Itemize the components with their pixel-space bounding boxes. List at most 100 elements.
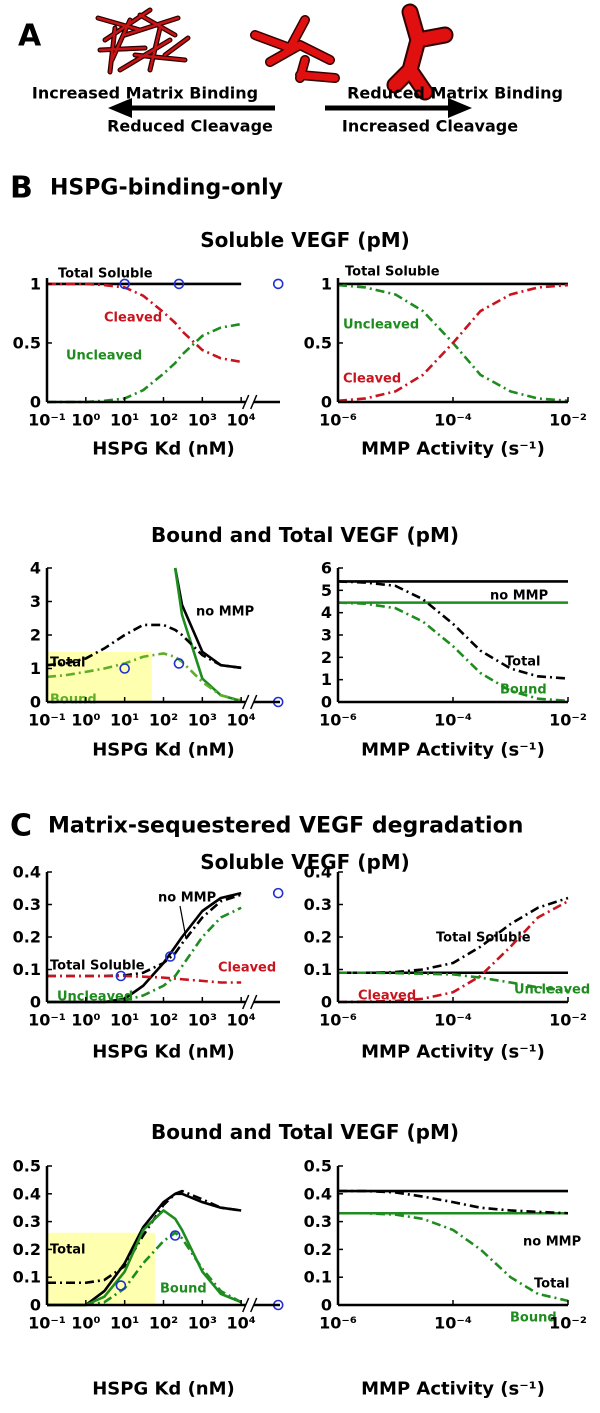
row-title: Bound and Total VEGF (pM) (151, 523, 459, 547)
x-axis-label: HSPG Kd (nM) (92, 740, 235, 761)
series-line (338, 1211, 569, 1303)
series-line (337, 283, 569, 403)
y-tick-label: 0.3 (13, 895, 41, 914)
x-tick-label: 10⁻⁴ (434, 411, 472, 430)
y-tick-label: 0 (321, 393, 332, 412)
x-tick-label: 10⁻⁶ (319, 711, 357, 730)
x-tick-label: 10⁴ (227, 1314, 256, 1333)
x-tick-label: 10³ (188, 1011, 217, 1030)
x-tick-label: 10⁻¹ (28, 711, 66, 730)
x-axis-label: MMP Activity (s⁻¹) (361, 439, 545, 460)
medium-fibers (250, 15, 340, 83)
y-tick-label: 2 (30, 626, 41, 645)
series-line (337, 900, 569, 1004)
x-tick-label: 10³ (188, 411, 217, 430)
x-tick-label: 10² (149, 411, 178, 430)
y-tick-label: 0.2 (13, 1240, 41, 1259)
x-tick-label: 10⁻² (549, 411, 587, 430)
panel-label: C (10, 809, 32, 844)
y-tick-label: 0 (321, 1296, 332, 1315)
y-tick-label: 0.2 (13, 928, 41, 947)
arrow-label: Reduced Cleavage (107, 117, 273, 136)
series-label: no MMP (490, 589, 548, 604)
y-tick-label: 0 (30, 693, 41, 712)
y-tick-label: 0 (30, 993, 41, 1012)
y-tick-label: 1 (30, 274, 41, 293)
y-tick-label: 0.4 (304, 1184, 332, 1203)
dense-fibers (95, 7, 191, 75)
y-tick-label: 5 (321, 581, 332, 600)
y-tick-label: 0.3 (13, 1212, 41, 1231)
x-axis-label: HSPG Kd (nM) (92, 1042, 235, 1063)
y-tick-label: 6 (321, 559, 332, 578)
series-label: Total (50, 656, 86, 671)
y-tick-label: 0.2 (304, 1240, 332, 1259)
axis-break-gap (245, 1301, 254, 1309)
y-tick-label: 4 (30, 559, 41, 578)
series-line (337, 580, 569, 680)
y-tick-label: 0.4 (13, 1184, 41, 1203)
series-line (338, 1189, 569, 1215)
series-label: Total (505, 655, 541, 670)
y-tick-label: 0.3 (304, 1212, 332, 1231)
y-tick-label: 0.5 (13, 333, 41, 352)
axis-break-mark (250, 394, 258, 410)
y-tick-label: 0.1 (13, 960, 41, 979)
axis-break-mark (242, 994, 250, 1010)
y-tick-label: 3 (321, 626, 332, 645)
x-tick-label: 10² (149, 1011, 178, 1030)
x-tick-label: 10⁰ (71, 1314, 100, 1333)
x-axis-label: MMP Activity (s⁻¹) (361, 1379, 545, 1400)
series-line (47, 974, 242, 984)
series-label: Bound (510, 1311, 557, 1326)
axis-break-mark (242, 394, 250, 410)
marker (115, 1280, 127, 1291)
y-tick-label: 0 (321, 693, 332, 712)
x-tick-label: 10⁻⁴ (434, 1011, 472, 1030)
series-label: Total Soluble (50, 959, 145, 974)
y-tick-label: 0.5 (304, 1157, 332, 1176)
arrow-label: Reduced Matrix Binding (347, 84, 563, 103)
series-label: Total Soluble (436, 931, 531, 946)
y-tick-label: 1 (321, 274, 332, 293)
x-tick-label: 10⁻² (549, 711, 587, 730)
marker (173, 658, 185, 669)
arrow-label: Increased Cleavage (342, 117, 518, 136)
series-line (47, 906, 278, 1002)
y-tick-label: 1 (30, 659, 41, 678)
x-tick-label: 10⁻⁶ (319, 1011, 357, 1030)
x-tick-label: 10⁻² (549, 1011, 587, 1030)
y-tick-label: 0.4 (304, 863, 332, 882)
marker (272, 278, 284, 290)
marker (272, 887, 284, 899)
axis-break-mark (250, 694, 258, 710)
x-tick-label: 10⁻¹ (28, 411, 66, 430)
x-tick-label: 10⁴ (227, 1011, 256, 1030)
axis-break-mark (250, 994, 258, 1010)
axis-break-mark (242, 694, 250, 710)
x-tick-label: 10⁻⁴ (434, 1314, 472, 1333)
x-tick-label: 10¹ (110, 711, 139, 730)
x-tick-label: 10⁻² (549, 1314, 587, 1333)
panel-title: HSPG-binding-only (50, 176, 283, 201)
series-label: Uncleaved (66, 349, 142, 364)
series-label: Total (534, 1277, 570, 1292)
y-tick-label: 3 (30, 592, 41, 611)
x-tick-label: 10⁻⁶ (319, 1314, 357, 1333)
row-title: Soluble VEGF (pM) (200, 850, 410, 874)
x-axis-label: MMP Activity (s⁻¹) (361, 740, 545, 761)
series-label: Cleaved (104, 311, 162, 326)
marker (165, 951, 176, 962)
y-tick-label: 0.3 (304, 895, 332, 914)
y-tick-label: 0 (30, 1296, 41, 1315)
marker (119, 663, 130, 674)
series-label: Bound (160, 1282, 207, 1297)
panel-label: B (10, 171, 33, 206)
x-tick-label: 10¹ (110, 1011, 139, 1030)
x-tick-label: 10⁰ (71, 711, 100, 730)
series-label: Bound (500, 683, 547, 698)
y-tick-label: 0.1 (304, 1268, 332, 1287)
x-tick-label: 10⁻⁶ (319, 411, 357, 430)
x-tick-label: 10⁰ (71, 411, 100, 430)
x-tick-label: 10³ (188, 711, 217, 730)
